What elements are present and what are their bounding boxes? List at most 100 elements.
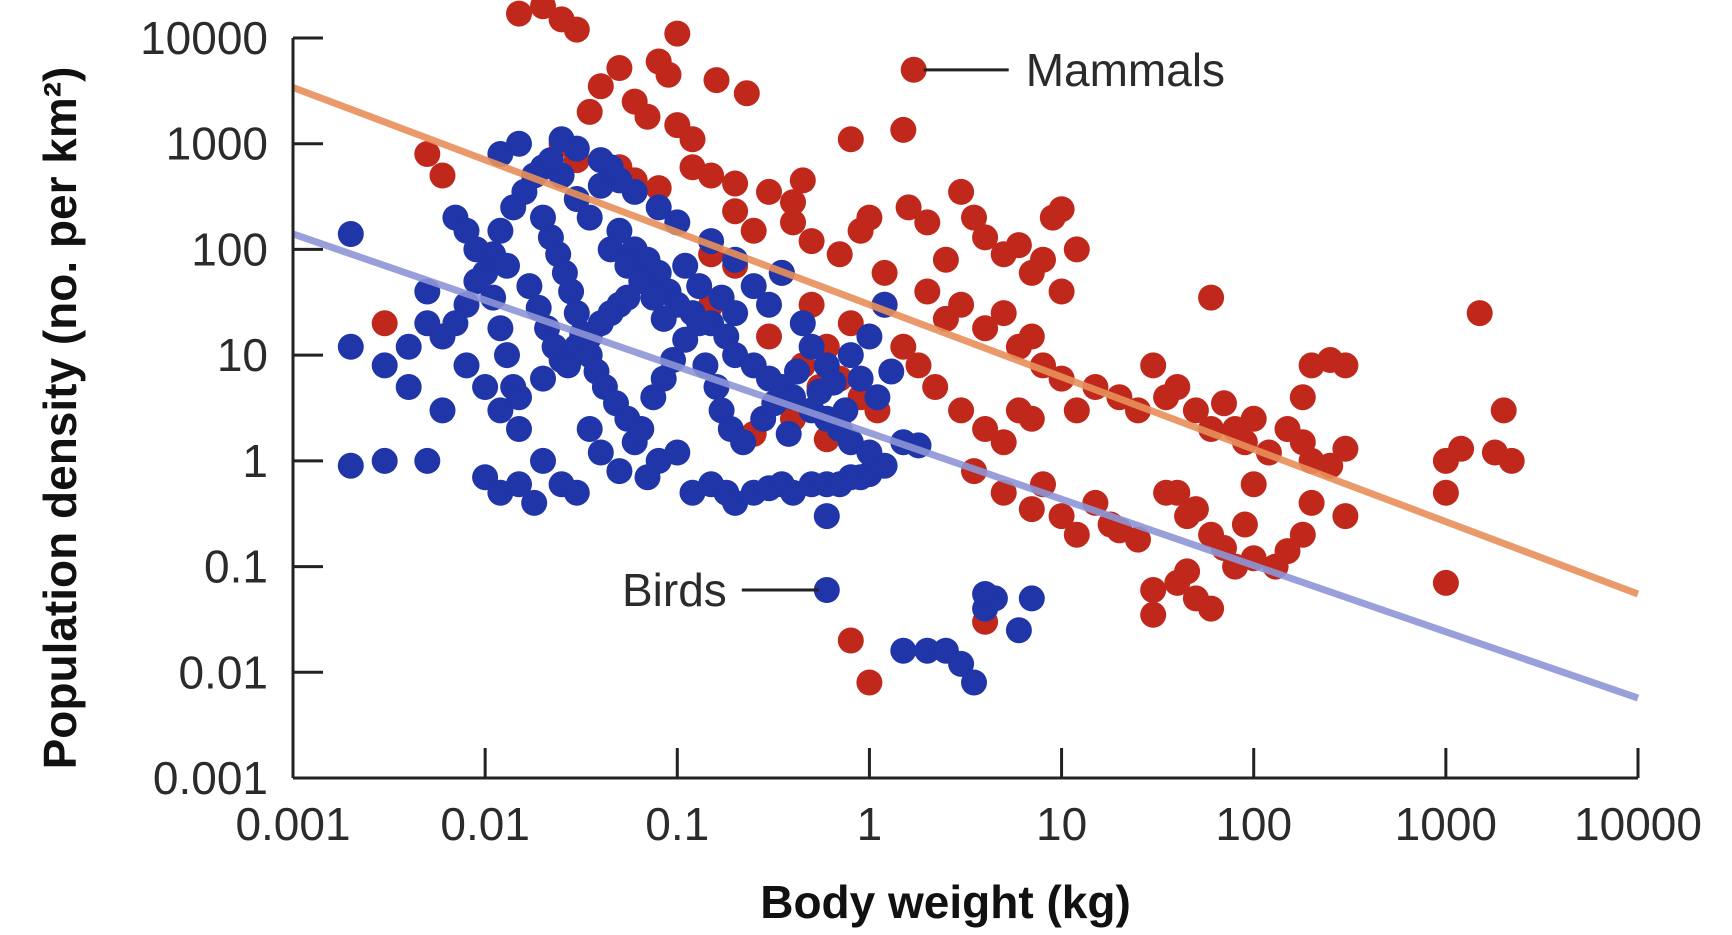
birds-trendline [291,230,1640,702]
birds-point [890,637,917,664]
birds-point [686,273,713,300]
birds-point [587,439,614,466]
mammals-point [1063,397,1090,424]
birds-point [337,333,364,360]
birds-point [820,369,847,396]
birds-point [837,342,864,369]
mammals-point [932,246,959,273]
mammals-point [371,310,398,337]
birds-point [576,204,603,231]
birds-point [948,650,975,677]
birds-point [972,581,999,607]
mammals-point [972,315,999,342]
birds-annotation: Birds [622,564,727,616]
x-tick-label: 0.001 [235,798,350,850]
x-tick-label: 10000 [1574,798,1702,850]
birds-point [650,305,677,332]
birds-point [337,452,364,479]
mammals-point [1240,405,1267,432]
data-layer [337,0,1525,696]
birds-point [453,352,480,379]
birds-point [414,447,441,474]
mammals-point [1063,521,1090,548]
birds-point [563,479,590,506]
mammals-point [871,259,898,286]
mammals-point [1005,232,1032,259]
birds-point [847,365,874,392]
mammals-point [914,209,941,236]
mammals-point [506,0,532,27]
y-tick-label: 100 [191,223,268,275]
mammals-point [1448,435,1475,462]
mammals-point [703,67,730,94]
birds-point [775,420,802,447]
mammals-point [890,116,917,143]
mammals-point [948,397,975,424]
mammals-point [1298,489,1325,516]
birds-point [487,315,514,342]
birds-point [371,447,398,474]
mammals-point [837,627,864,654]
mammals-point [1466,300,1493,327]
birds-point [856,323,883,350]
birds-point [337,221,364,247]
birds-point [878,358,905,385]
birds-point [1018,585,1045,612]
mammals-point [990,300,1017,327]
birds-point [597,236,624,263]
birds-point [500,194,527,221]
birds-point [722,300,749,327]
mammals-point [1182,397,1209,424]
mammals-point [1432,479,1459,506]
birds-point [914,637,941,664]
mammals-point [756,178,782,205]
mammals-point [1198,284,1225,311]
mammals-point [961,204,987,231]
birds-point [740,273,767,300]
birds-point [487,397,514,424]
y-tick-label: 10000 [140,12,268,64]
annotations: Mammals Birds [622,44,1225,616]
mammals-point [890,333,917,360]
y-tick-label: 0.001 [153,752,268,804]
birds-point [784,358,810,385]
x-axis-label: Body weight (kg) [760,876,1131,928]
birds-series [337,126,1045,696]
x-tick-label: 1000 [1395,798,1497,850]
mammals-point [990,429,1017,456]
birds-point [506,416,532,442]
x-tick-label: 1 [857,798,883,850]
birds-point [463,268,490,295]
mammals-point [756,323,782,350]
mammals-point [698,162,725,189]
birds-point [530,204,556,231]
mammals-point [789,167,816,194]
birds-point [429,323,456,350]
birds-point [541,333,568,360]
birds-point [832,397,859,424]
mammals-point [856,204,883,231]
mammals-point [722,198,749,225]
mammals-point [634,103,661,130]
mammals-point [780,209,806,236]
mammals-trendline [291,84,1640,598]
mammals-point [1332,503,1359,530]
birds-point [537,147,564,174]
mammals-point [856,669,883,696]
birds-point [521,489,548,516]
birds-point [472,374,499,400]
mammals-point [798,228,825,255]
birds-point [813,503,840,530]
mammals-point [1231,511,1258,538]
mammals-point [414,141,441,167]
mammals-point [1153,479,1180,506]
birds-point [756,291,782,318]
mammals-point [563,16,590,43]
birds-point [645,194,672,221]
birds-point [871,452,898,479]
mammals-point [679,126,706,153]
mammals-point [645,48,672,75]
birds-point [371,352,398,379]
mammals-point [780,189,806,216]
